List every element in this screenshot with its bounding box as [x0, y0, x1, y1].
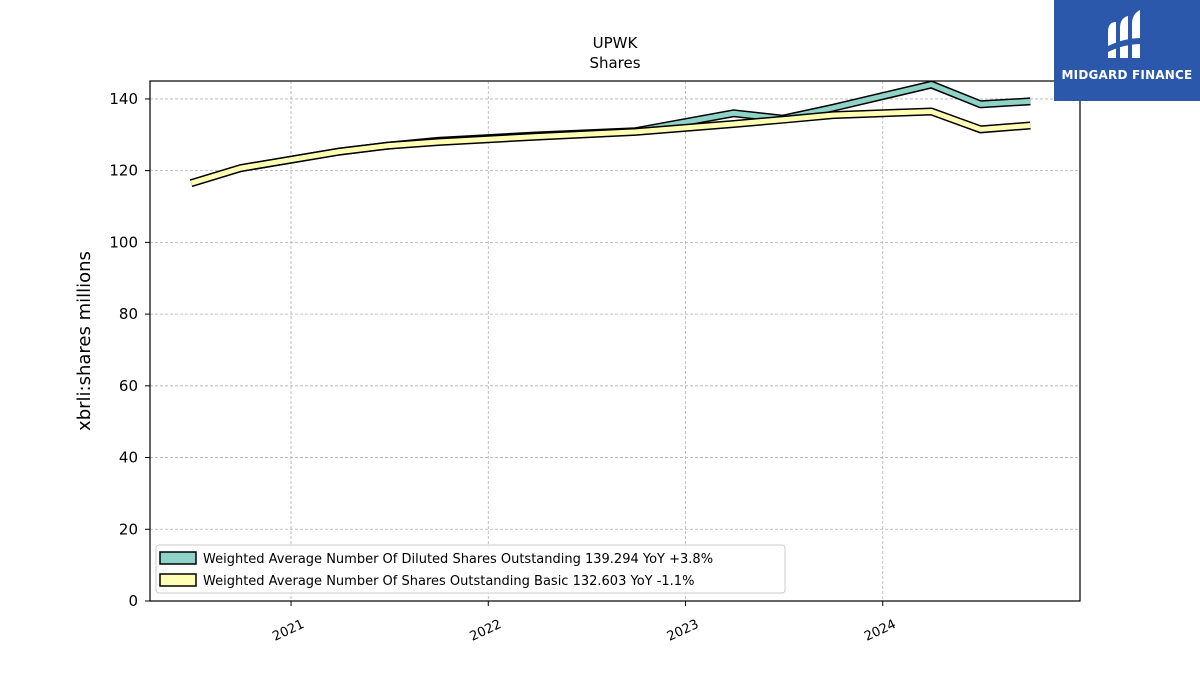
y-tick-label: 60 — [119, 377, 138, 395]
midgard-finance-logo: MIDGARD FINANCE — [1054, 0, 1200, 101]
y-tick-label: 80 — [119, 305, 138, 323]
chart-title: UPWK — [593, 34, 639, 52]
legend-label-diluted: Weighted Average Number Of Diluted Share… — [203, 552, 713, 567]
grid — [150, 81, 1080, 602]
y-tick-label: 100 — [109, 233, 138, 251]
midgard-logo-icon — [1108, 10, 1142, 58]
series-outline-1 — [189, 107, 1031, 188]
x-tick-label: 2022 — [468, 617, 504, 645]
y-tick-label: 0 — [128, 592, 138, 610]
series-line-1 — [190, 108, 1031, 186]
y-axis-label: xbrli:shares millions — [74, 251, 95, 431]
chart-subtitle: Shares — [589, 54, 640, 72]
series-layer — [189, 80, 1031, 188]
legend-box — [155, 544, 786, 594]
plot-frame — [149, 80, 1081, 602]
x-tick-label: 2023 — [665, 617, 701, 645]
legend-swatch-basic — [159, 573, 197, 587]
legend-label-basic: Weighted Average Number Of Shares Outsta… — [203, 574, 694, 589]
x-tick-label: 2024 — [862, 617, 898, 645]
legend: Weighted Average Number Of Diluted Share… — [155, 544, 786, 594]
y-tick-label: 120 — [109, 162, 138, 180]
y-tick-label: 140 — [109, 90, 138, 108]
legend-swatch-diluted — [159, 551, 197, 565]
y-tick-label: 40 — [119, 449, 138, 467]
x-axis-ticks: 2021 2022 2023 2024 — [270, 601, 898, 645]
y-axis-ticks: 0 20 40 60 80 100 120 140 — [109, 90, 150, 610]
logo-text: MIDGARD FINANCE — [1061, 68, 1193, 82]
x-tick-label: 2021 — [270, 617, 306, 645]
y-tick-label: 20 — [119, 520, 138, 538]
